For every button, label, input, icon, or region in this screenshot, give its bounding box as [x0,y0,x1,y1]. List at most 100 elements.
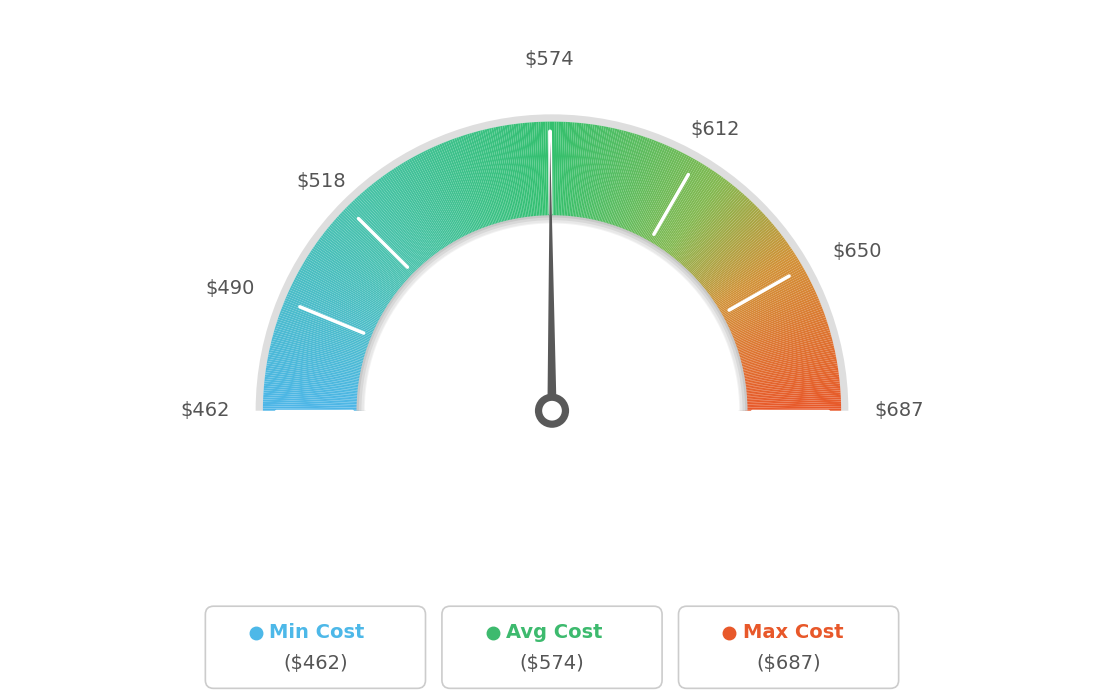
Wedge shape [598,130,626,230]
Wedge shape [735,350,835,373]
Wedge shape [370,185,435,266]
Wedge shape [726,306,822,344]
Wedge shape [305,259,392,314]
Wedge shape [489,128,512,228]
Wedge shape [348,205,421,278]
Wedge shape [361,220,743,411]
Wedge shape [496,127,517,227]
Wedge shape [273,332,372,362]
Wedge shape [722,290,816,334]
Wedge shape [311,248,397,306]
Wedge shape [395,166,452,253]
Wedge shape [700,233,782,297]
Wedge shape [337,216,414,286]
Wedge shape [565,122,575,224]
Wedge shape [662,177,724,260]
Wedge shape [740,402,841,406]
Wedge shape [272,339,371,366]
Wedge shape [629,147,673,241]
Wedge shape [577,124,593,226]
Wedge shape [342,210,417,282]
Wedge shape [385,173,446,257]
Wedge shape [702,239,786,301]
Wedge shape [644,159,696,248]
Text: $518: $518 [296,172,346,191]
Wedge shape [736,359,837,379]
Wedge shape [341,211,416,282]
Wedge shape [427,149,473,242]
Wedge shape [732,332,831,362]
Wedge shape [734,341,834,367]
Wedge shape [376,179,439,262]
Wedge shape [500,126,520,226]
Wedge shape [736,363,838,382]
Wedge shape [699,232,781,296]
Wedge shape [279,313,375,348]
Wedge shape [569,123,580,224]
Wedge shape [731,324,828,355]
Wedge shape [433,146,476,240]
Wedge shape [413,156,463,246]
Wedge shape [269,346,370,370]
Wedge shape [306,257,393,313]
Wedge shape [641,156,691,246]
Wedge shape [740,404,841,408]
Wedge shape [575,124,591,225]
Wedge shape [328,226,407,293]
Wedge shape [442,143,481,237]
Wedge shape [725,300,820,340]
Wedge shape [298,271,388,322]
Wedge shape [264,391,365,399]
Wedge shape [733,335,831,363]
Wedge shape [482,130,508,229]
Wedge shape [637,153,686,244]
Wedge shape [729,315,826,350]
Wedge shape [713,264,802,317]
Wedge shape [288,290,382,334]
Wedge shape [266,366,367,383]
Wedge shape [297,273,388,323]
Wedge shape [560,122,565,224]
Wedge shape [638,154,688,245]
Wedge shape [278,315,375,350]
Wedge shape [667,182,731,264]
Wedge shape [418,153,467,244]
Wedge shape [703,241,787,302]
Wedge shape [714,268,805,319]
Wedge shape [645,159,698,249]
Wedge shape [739,388,840,397]
Wedge shape [620,142,660,237]
Wedge shape [732,328,830,359]
Wedge shape [707,248,793,306]
Wedge shape [561,122,567,224]
Wedge shape [553,121,556,224]
Wedge shape [602,132,630,230]
Wedge shape [267,359,368,379]
Wedge shape [666,181,730,263]
Wedge shape [697,226,776,293]
Wedge shape [739,382,840,393]
Wedge shape [520,123,533,224]
Wedge shape [286,296,380,337]
Wedge shape [633,150,679,242]
Wedge shape [471,132,501,231]
Wedge shape [721,288,815,333]
Wedge shape [677,195,746,272]
Wedge shape [456,137,491,234]
Wedge shape [304,262,392,315]
Wedge shape [737,370,839,386]
Wedge shape [730,322,828,354]
Wedge shape [571,123,584,224]
Wedge shape [325,230,406,295]
Wedge shape [469,133,500,231]
Wedge shape [687,210,762,282]
Wedge shape [669,185,734,266]
Wedge shape [352,200,424,275]
Wedge shape [570,123,582,224]
Wedge shape [716,273,807,323]
Wedge shape [287,294,381,336]
Wedge shape [405,161,458,250]
Wedge shape [739,393,841,400]
Wedge shape [340,213,415,284]
Wedge shape [665,179,728,262]
